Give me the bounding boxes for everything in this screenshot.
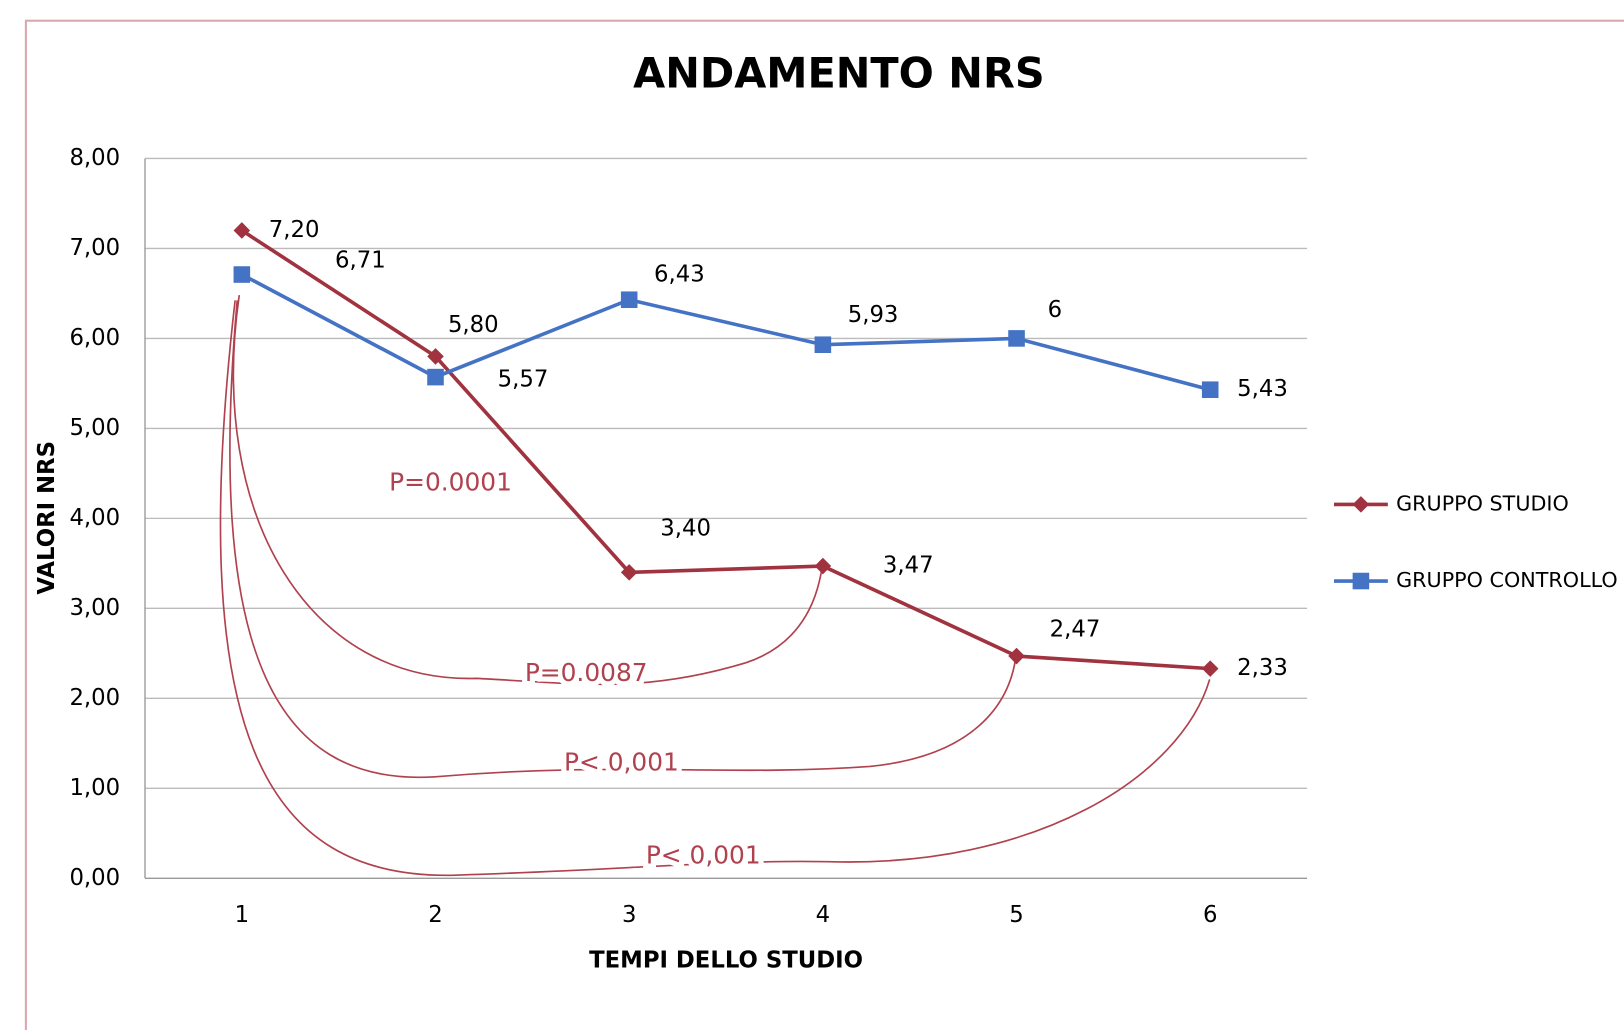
grid: 0,00 1,00 2,00 3,00 4,00 5,00 6,00 7,00 8,00 1 2 3 4… [69,145,1308,928]
data-label: 5,57 [498,367,549,393]
marker [1352,572,1370,590]
marker [620,564,638,581]
legend-label: GRUPPO CONTROLLO [1396,568,1618,592]
annotation-curves [219,295,1211,877]
y-tick-label: 4,00 [69,505,120,531]
data-label: 6 [1048,297,1062,323]
annotations: P=0.0001 P=0.0087 P< 0,001 P< 0,001 [384,462,766,874]
marker [814,557,832,575]
chart-area: ANDAMENTO NRS VALORI NRS TEMPI DELLO STU… [24,19,1624,1030]
legend-label: GRUPPO STUDIO [1396,491,1569,515]
y-tick-label: 2,00 [69,685,120,711]
series-group: 6,71 5,57 6,43 5,93 6 5,43 [233,248,1288,402]
x-tick-label: 2 [428,902,442,928]
frame [24,19,1624,1030]
y-tick-label: 7,00 [69,235,120,261]
data-label: 3,47 [883,553,934,579]
annotation: P< 0,001 [646,841,761,870]
line [240,228,1211,671]
y-tick-label: 6,00 [69,325,120,351]
x-tick-label: 5 [1009,902,1023,928]
x-tick-label: 4 [816,902,830,928]
y-tick-label: 0,00 [69,865,120,891]
x-tick-label: 1 [235,902,249,928]
data-label: 5,43 [1237,376,1288,402]
y-axis-title: VALORI NRS [34,441,60,595]
data-label: 5,93 [848,302,899,328]
marker [1008,647,1025,665]
line [240,272,1211,392]
curve [232,295,824,686]
marker [427,368,444,386]
y-tick-label: 8,00 [69,145,120,171]
annotation: P< 0,001 [564,747,679,776]
marker [814,336,832,353]
marker [1201,381,1219,398]
data-label: 6,71 [335,248,386,274]
series: 7,20 5,80 3,40 3,47 2,47 2,33 6,71 5,57 6,43 5,93… [233,217,1288,681]
data-label: 7,20 [269,217,320,243]
x-axis-title: TEMPI DELLO STUDIO [589,948,863,974]
chart-title: ANDAMENTO NRS [633,50,1044,98]
series-group: 7,20 5,80 3,40 3,47 2,47 2,33 [233,217,1288,681]
marker [233,266,251,283]
curve [219,300,1211,877]
data-label: 6,43 [654,261,705,287]
data-label: 2,33 [1237,655,1288,681]
marker [620,291,638,309]
marker [1008,330,1025,347]
legend: GRUPPO STUDIO GRUPPO CONTROLLO [1333,491,1618,592]
annotation: P=0.0087 [525,658,648,687]
data-label: 5,80 [448,312,499,338]
y-tick-label: 1,00 [69,775,120,801]
x-tick-label: 6 [1203,902,1217,928]
data-label: 3,40 [660,515,711,541]
y-tick-label: 3,00 [69,595,120,621]
x-tick-label: 3 [622,902,636,928]
data-label: 2,47 [1050,617,1101,643]
marker [1201,660,1219,677]
marker [1352,496,1370,513]
annotation: P=0.0001 [389,468,512,497]
curve [229,300,1017,779]
marker [233,222,251,239]
y-tick-label: 5,00 [69,415,120,441]
